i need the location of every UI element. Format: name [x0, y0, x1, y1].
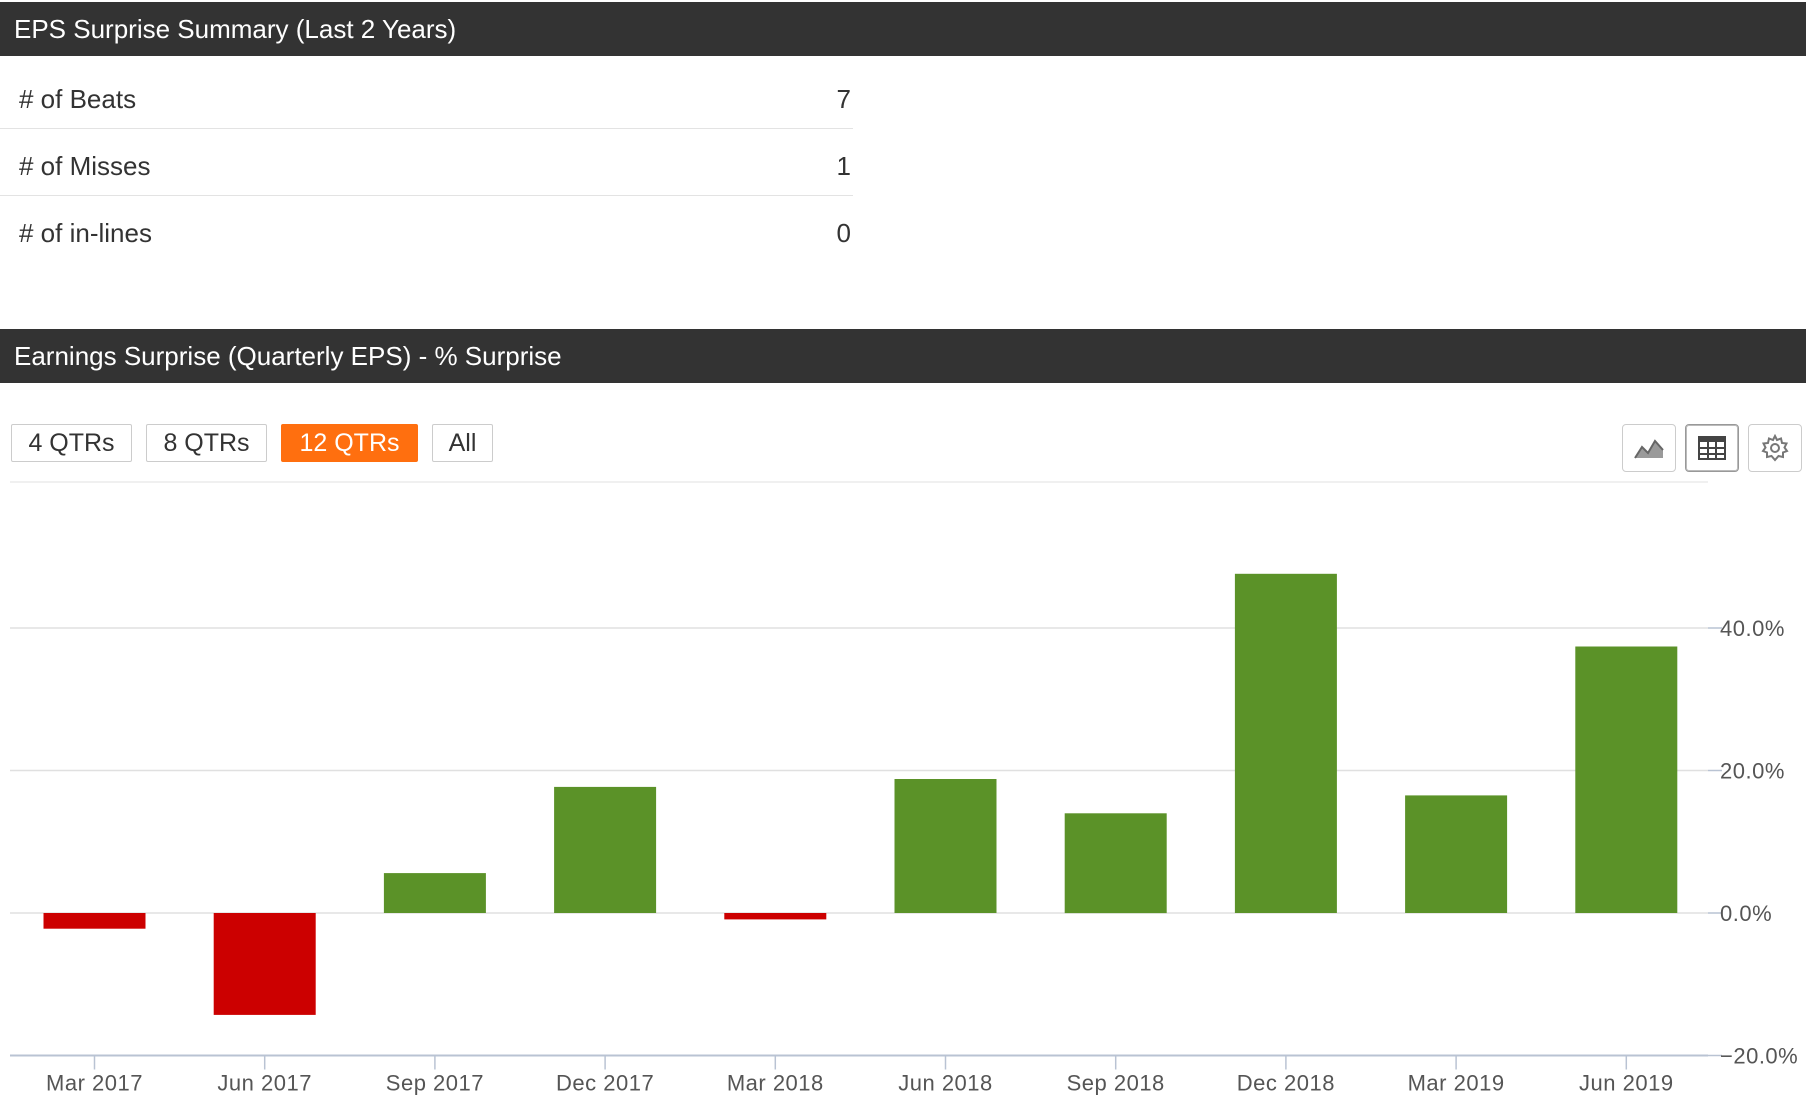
summary-table: # of Beats 7 # of Misses 1 # of in-lines…	[0, 62, 853, 262]
gear-icon	[1761, 434, 1789, 462]
summary-value: 0	[836, 218, 851, 248]
chart-type-button[interactable]	[1622, 424, 1676, 472]
bar	[1575, 646, 1678, 913]
range-all-button[interactable]: All	[432, 424, 493, 462]
table-icon	[1698, 436, 1726, 460]
summary-value: 1	[836, 151, 851, 181]
summary-row-misses: # of Misses 1	[0, 129, 853, 196]
summary-row-inlines: # of in-lines 0	[0, 196, 853, 262]
table-view-button[interactable]	[1685, 424, 1739, 472]
summary-value: 7	[836, 84, 851, 114]
summary-label: # of Misses	[19, 151, 151, 181]
area-chart-icon	[1634, 439, 1664, 459]
summary-label: # of in-lines	[19, 218, 152, 248]
bar	[894, 779, 997, 913]
summary-label: # of Beats	[19, 84, 137, 114]
x-tick-label: Mar 2017	[46, 1071, 143, 1096]
chart-section-header: Earnings Surprise (Quarterly EPS) - % Su…	[0, 329, 1806, 383]
bar	[43, 913, 146, 929]
x-tick-label: Sep 2018	[1067, 1071, 1165, 1096]
x-tick-label: Jun 2018	[898, 1071, 993, 1096]
range-8-qtrs-button[interactable]: 8 QTRs	[146, 424, 267, 462]
bar	[1405, 795, 1508, 913]
eps-surprise-chart: −20.0% 0.0% 20.0% 40.0% Mar 2017 Jun 2017 Sep …	[10, 481, 1798, 1096]
x-tick-label: Mar 2019	[1408, 1071, 1505, 1096]
bar	[213, 913, 316, 1015]
bar	[724, 913, 827, 920]
y-tick-label: 40.0%	[1720, 616, 1785, 641]
settings-button[interactable]	[1748, 424, 1802, 472]
bar	[554, 786, 657, 913]
x-tick-label: Dec 2018	[1237, 1071, 1335, 1096]
x-tick-label: Sep 2017	[386, 1071, 484, 1096]
summary-header: EPS Surprise Summary (Last 2 Years)	[0, 2, 1806, 56]
x-tick-label: Mar 2018	[727, 1071, 824, 1096]
y-tick-label: −20.0%	[1720, 1044, 1798, 1069]
bar	[383, 873, 486, 913]
range-12-qtrs-button[interactable]: 12 QTRs	[281, 424, 418, 462]
bar	[1064, 813, 1167, 914]
x-tick-label: Jun 2019	[1579, 1071, 1674, 1096]
y-tick-label: 0.0%	[1720, 901, 1772, 926]
y-tick-label: 20.0%	[1720, 759, 1785, 784]
bar	[1234, 573, 1337, 913]
x-tick-label: Dec 2017	[556, 1071, 654, 1096]
summary-row-beats: # of Beats 7	[0, 62, 853, 129]
range-4-qtrs-button[interactable]: 4 QTRs	[11, 424, 132, 462]
x-tick-label: Jun 2017	[217, 1071, 312, 1096]
